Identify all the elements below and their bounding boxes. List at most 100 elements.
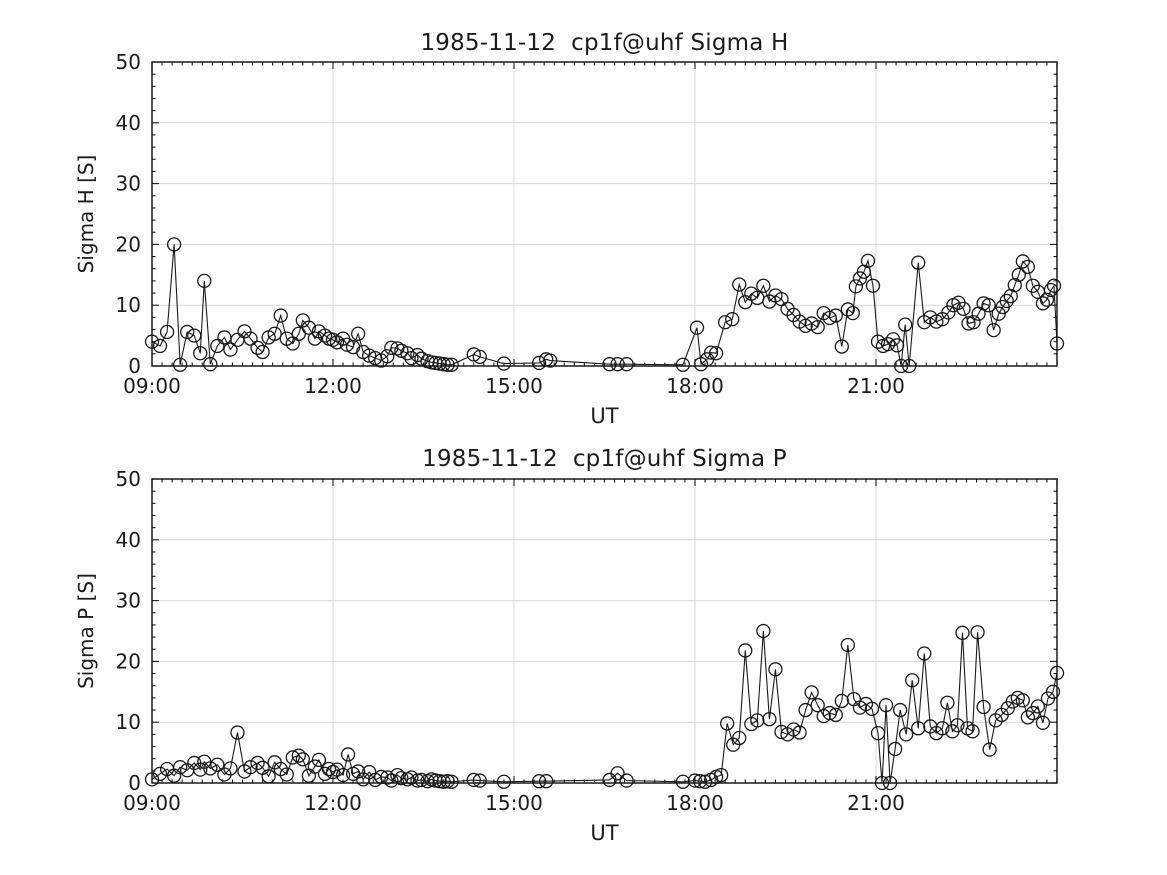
x-tick-label: 12:00 [304,374,362,398]
x-axis-label-ut-bottom: UT [590,821,619,845]
data-point [834,693,849,709]
data-point [368,350,383,366]
data-point [1049,665,1065,681]
data-point [762,712,777,727]
x-tick-label: 21:00 [847,791,905,815]
tick-labels: 09:00 12:00 15:00 18:00 21:00 0 10 20 30 40 50 [116,467,905,815]
data-point [750,713,765,728]
data-point [725,312,740,327]
axes-box [151,478,1058,784]
data-point [1005,694,1020,709]
data-point [689,320,705,335]
data-point [892,702,908,718]
data-point [768,662,783,677]
data-point [887,741,903,757]
data-point [531,355,547,371]
data-point [687,773,703,788]
data-point [865,278,881,293]
data-point [1011,267,1026,282]
data-point [362,348,377,363]
data-point [720,716,735,731]
y-tick-label: 50 [116,467,141,491]
data-point [911,255,926,270]
data-point [911,721,926,736]
data-point [970,625,985,640]
data-point [384,340,399,355]
data-point [414,351,429,366]
data-point [261,769,276,784]
data-point [230,725,245,740]
data-point [285,750,300,765]
data-point [870,334,886,349]
data-point [223,761,238,776]
data-point [374,769,389,785]
data-point [845,305,861,321]
axes-box [151,61,1058,367]
data-point [317,328,333,343]
data-point [675,774,691,789]
series-line [151,244,1058,367]
data-point [394,343,409,358]
y-tick-label: 50 [116,50,141,74]
data-point [893,358,909,374]
data-point [173,760,188,775]
data-point [961,316,976,331]
data-point [810,319,825,335]
x-tick-label: 18:00 [666,374,724,398]
data-point [935,721,950,736]
data-point [444,774,459,789]
data-point [955,625,970,640]
data-point [708,346,724,361]
chart-panel-sigma-p: 09:00 12:00 15:00 18:00 21:00 0 10 20 30 40 50 [116,467,1065,815]
data-point [243,331,258,346]
data-point [1035,715,1051,730]
data-point [173,357,188,372]
data-point [940,695,955,710]
chart-panel-sigma-h: 09:00 12:00 15:00 18:00 21:00 0 10 20 30 40 50 [116,50,1065,398]
series-markers [144,237,1065,374]
data-point [1030,699,1046,714]
x-tick-label: 18:00 [666,791,724,815]
data-point [822,310,837,326]
data-point [798,318,813,334]
data-point [414,772,429,788]
data-point [950,718,965,733]
data-point [496,774,512,789]
data-point [279,767,294,782]
data-point [350,326,366,341]
data-point [307,331,323,346]
data-point [1015,693,1030,708]
data-point [982,742,997,757]
data-point [1039,292,1055,307]
data-point [898,317,913,332]
data-point [400,346,415,361]
data-point [340,747,356,762]
data-point [440,357,455,372]
data-point [929,314,944,329]
data-point [295,752,310,767]
data-point [834,339,849,354]
data-point [874,775,890,791]
data-point [380,770,395,785]
data-point [1035,296,1051,311]
y-tick-label: 40 [116,111,141,135]
data-point [180,324,195,340]
data-point [159,324,175,340]
data-point [610,766,625,781]
data-point [810,698,825,713]
data-point [882,775,898,791]
series-sigma-p [144,623,1065,791]
data-point [602,357,617,372]
chart-title-sigma-p: 1985-11-12 cp1f@uhf Sigma P [422,446,787,472]
data-point [472,349,487,365]
data-point [902,358,917,374]
data-point [197,273,212,289]
data-point [543,353,558,368]
data-point [1045,684,1061,699]
data-point [828,707,843,723]
data-point [466,347,481,362]
gridlines [152,479,1057,783]
data-point [941,305,956,320]
data-point [804,685,819,700]
